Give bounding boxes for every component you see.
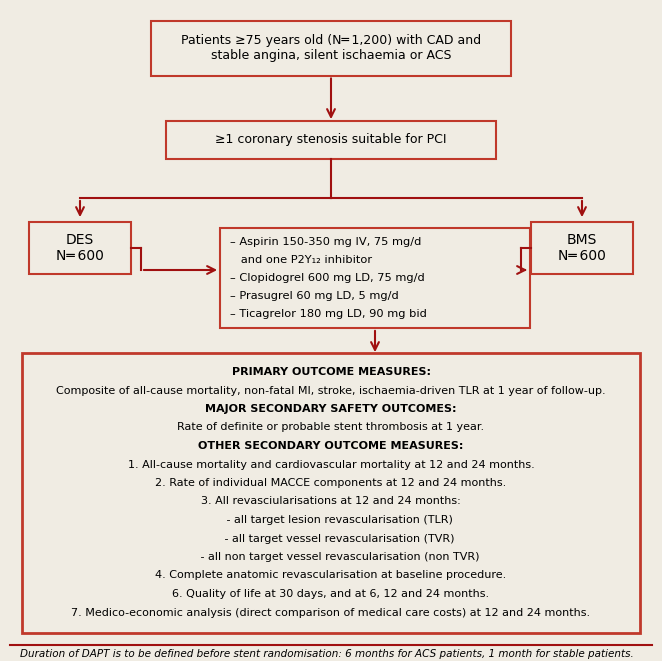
Text: 1. All-cause mortality and cardiovascular mortality at 12 and 24 months.: 1. All-cause mortality and cardiovascula…	[128, 459, 534, 469]
Text: Patients ≥75 years old (N═ 1,200) with CAD and
stable angina, silent ischaemia o: Patients ≥75 years old (N═ 1,200) with C…	[181, 34, 481, 62]
Text: 7. Medico-economic analysis (direct comparison of medical care costs) at 12 and : 7. Medico-economic analysis (direct comp…	[71, 607, 591, 617]
Text: Rate of definite or probable stent thrombosis at 1 year.: Rate of definite or probable stent throm…	[177, 422, 485, 432]
FancyBboxPatch shape	[29, 222, 131, 274]
FancyBboxPatch shape	[166, 121, 496, 159]
Text: - all non target vessel revascularisation (non TVR): - all non target vessel revascularisatio…	[183, 552, 479, 562]
Text: 3. All revasciularisations at 12 and 24 months:: 3. All revasciularisations at 12 and 24 …	[201, 496, 461, 506]
FancyBboxPatch shape	[531, 222, 633, 274]
Text: ≥1 coronary stenosis suitable for PCI: ≥1 coronary stenosis suitable for PCI	[215, 134, 447, 147]
Text: 2. Rate of individual MACCE components at 12 and 24 months.: 2. Rate of individual MACCE components a…	[156, 478, 506, 488]
Text: – Ticagrelor 180 mg LD, 90 mg bid: – Ticagrelor 180 mg LD, 90 mg bid	[230, 309, 427, 319]
Text: Duration of DAPT is to be defined before stent randomisation: 6 months for ACS p: Duration of DAPT is to be defined before…	[20, 649, 634, 659]
Text: MAJOR SECONDARY SAFETY OUTCOMES:: MAJOR SECONDARY SAFETY OUTCOMES:	[205, 404, 457, 414]
Text: - all target vessel revascularisation (TVR): - all target vessel revascularisation (T…	[207, 533, 455, 543]
Text: 4. Complete anatomic revascularisation at baseline procedure.: 4. Complete anatomic revascularisation a…	[156, 570, 506, 580]
FancyBboxPatch shape	[151, 20, 511, 75]
FancyBboxPatch shape	[22, 353, 640, 633]
Text: – Prasugrel 60 mg LD, 5 mg/d: – Prasugrel 60 mg LD, 5 mg/d	[230, 291, 399, 301]
Text: DES
N═ 600: DES N═ 600	[56, 233, 104, 263]
Text: OTHER SECONDARY OUTCOME MEASURES:: OTHER SECONDARY OUTCOME MEASURES:	[199, 441, 463, 451]
Text: - all target lesion revascularisation (TLR): - all target lesion revascularisation (T…	[209, 515, 453, 525]
FancyBboxPatch shape	[220, 228, 530, 328]
Text: PRIMARY OUTCOME MEASURES:: PRIMARY OUTCOME MEASURES:	[232, 367, 430, 377]
Text: Composite of all-cause mortality, non-fatal MI, stroke, ischaemia-driven TLR at : Composite of all-cause mortality, non-fa…	[56, 385, 606, 395]
Text: BMS
N═ 600: BMS N═ 600	[558, 233, 606, 263]
Text: 6. Quality of life at 30 days, and at 6, 12 and 24 months.: 6. Quality of life at 30 days, and at 6,…	[172, 589, 490, 599]
Text: – Aspirin 150-350 mg IV, 75 mg/d: – Aspirin 150-350 mg IV, 75 mg/d	[230, 237, 422, 247]
Text: – Clopidogrel 600 mg LD, 75 mg/d: – Clopidogrel 600 mg LD, 75 mg/d	[230, 273, 425, 283]
Text: and one P2Y₁₂ inhibitor: and one P2Y₁₂ inhibitor	[230, 255, 372, 265]
